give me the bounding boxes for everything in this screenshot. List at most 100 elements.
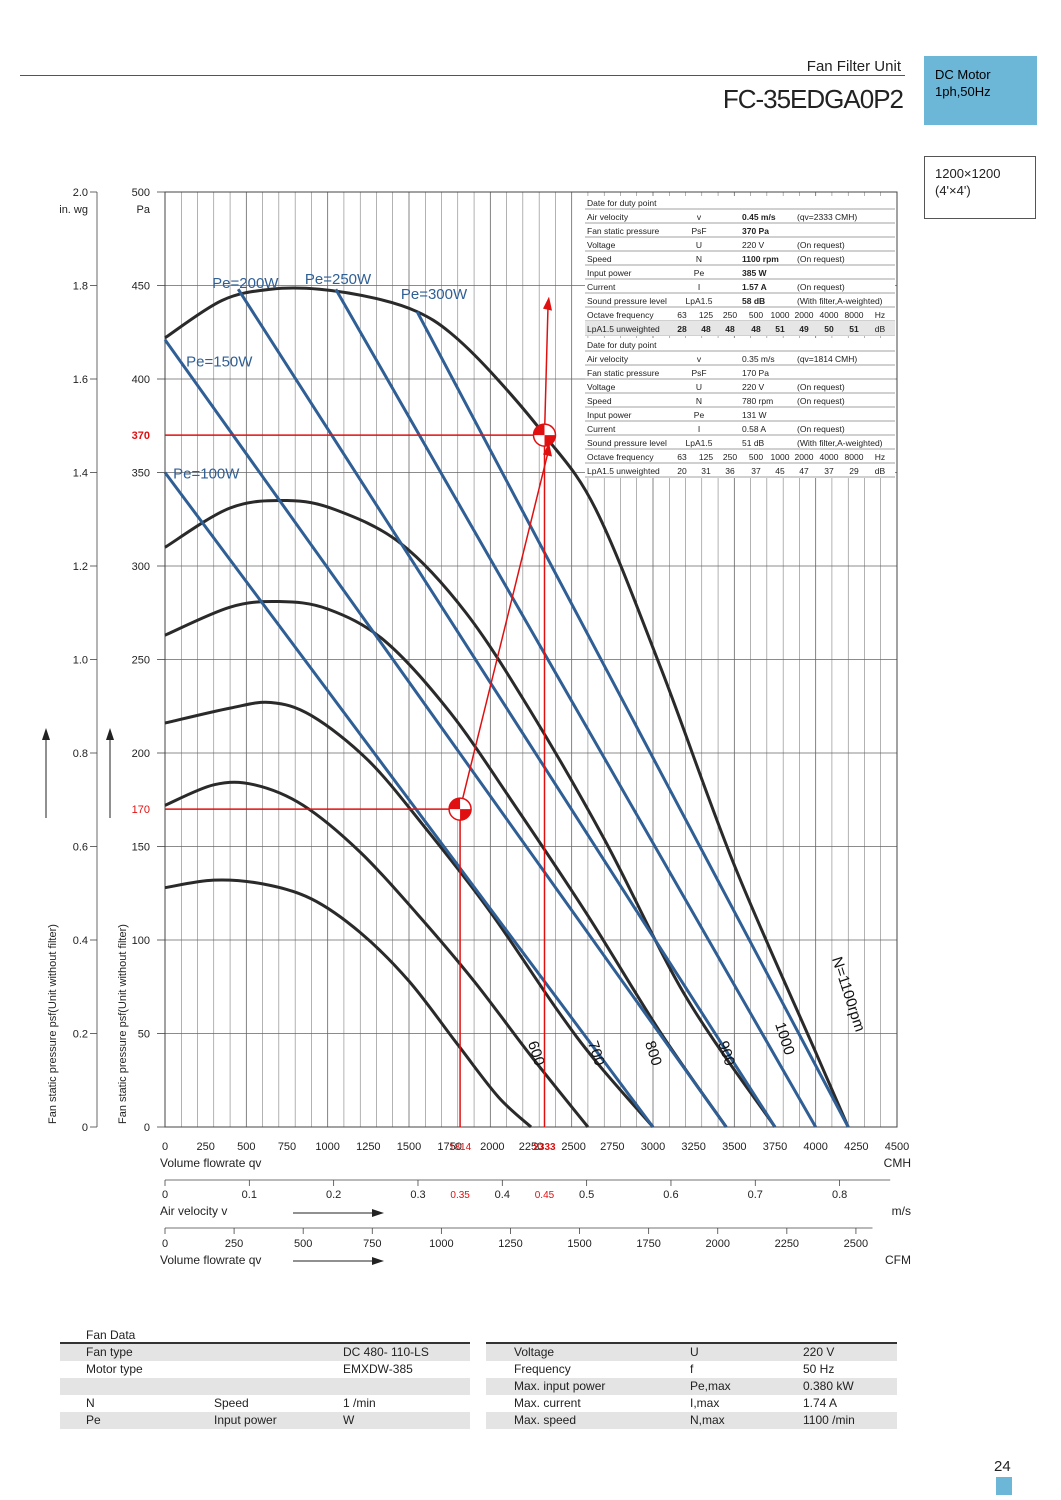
duty-row-value: 220 V <box>742 382 765 392</box>
cfm-tick-label: 2250 <box>775 1238 799 1250</box>
duty-row-note: (On request) <box>797 396 845 406</box>
unweighted-value: 36 <box>725 466 735 476</box>
duty-row-symbol: v <box>697 354 702 364</box>
motor-badge-line2: 1ph,50Hz <box>935 84 991 99</box>
y-tick-label-pa: 250 <box>132 655 150 667</box>
duty-row-symbol: PsF <box>691 368 706 378</box>
y-axis-title-pa: Fan static pressure psf(Unit without fil… <box>117 924 129 1124</box>
fan-data-right-key: Max. current <box>514 1396 581 1410</box>
motor-badge: DC Motor 1ph,50Hz <box>924 56 1037 125</box>
octave-value: 63 <box>677 452 687 462</box>
duty-row-symbol: N <box>696 254 702 264</box>
duty-row-value: 0.58 A <box>742 424 766 434</box>
duty-pressure-label: 370 <box>132 430 150 442</box>
duty-row-note: (On request) <box>797 424 845 434</box>
duty-row-note: (On request) <box>797 240 845 250</box>
duty-row-symbol: I <box>698 282 700 292</box>
fan-data-right-value: 1.74 A <box>803 1396 838 1410</box>
duty-row-symbol: v <box>697 212 702 222</box>
duty-row-symbol: I <box>698 424 700 434</box>
speed-curve-600 <box>164 878 533 1129</box>
octave-value: 8000 <box>845 452 864 462</box>
octave-value: 125 <box>699 452 713 462</box>
velocity-axis-unit: m/s <box>892 1204 911 1218</box>
x-tick-label: 2500 <box>561 1141 585 1153</box>
unweighted-value: 29 <box>849 466 859 476</box>
unweighted-row-bg <box>585 321 895 335</box>
cfm-tick-label: 2500 <box>844 1238 868 1250</box>
fan-data-right-row <box>486 1412 897 1429</box>
cfm-tick-label: 1500 <box>567 1238 591 1250</box>
unweighted-value: 49 <box>799 324 809 334</box>
duty-row-note: (On request) <box>797 282 845 292</box>
cfm-tick-label: 1250 <box>498 1238 522 1250</box>
unweighted-value: 48 <box>701 324 711 334</box>
duty-row-symbol: U <box>696 240 702 250</box>
model-title: FC-35EDGA0P2 <box>722 84 904 114</box>
speed-curve-label: 800 <box>641 1039 665 1068</box>
unweighted-value: 20 <box>677 466 687 476</box>
fan-data-left-key: Fan type <box>86 1345 133 1359</box>
fan-performance-chart: 050100150200250300350400450500Pa00.20.40… <box>42 187 911 1267</box>
x-tick-label: 0 <box>162 1141 168 1153</box>
duty-row-name: Voltage <box>587 240 616 250</box>
power-line-label: Pe=250W <box>305 271 372 288</box>
fan-data-left-value: W <box>343 1413 355 1427</box>
cfm-tick-label: 750 <box>363 1238 381 1250</box>
fan-data-rule-top-right <box>486 1342 897 1344</box>
duty-row-name: Voltage <box>587 382 616 392</box>
octave-value: Hz <box>875 310 885 320</box>
velocity-tick-label: 0.7 <box>748 1189 763 1201</box>
duty-table-bg <box>585 338 895 478</box>
duty-row-symbol: N <box>696 396 702 406</box>
fan-data-left-desc: Input power <box>214 1413 277 1427</box>
fan-data-left-row <box>60 1361 470 1378</box>
fan-data-rule-top-left <box>60 1342 470 1344</box>
y-tick-label-inwg: 1.4 <box>73 468 88 480</box>
duty-row-name: Fan static pressure <box>587 368 660 378</box>
y-tick-label-pa: 350 <box>132 468 150 480</box>
fan-data-left-row <box>60 1378 470 1395</box>
octave-value: 125 <box>699 310 713 320</box>
unweighted-value: 47 <box>799 466 809 476</box>
duty-row-name: Sound pressure level <box>587 296 667 306</box>
fan-data-right-symbol: f <box>690 1362 694 1376</box>
x-tick-label: 2750 <box>600 1141 624 1153</box>
duty-row-name: Fan static pressure <box>587 226 660 236</box>
y-tick-label-pa: 500 <box>132 187 150 199</box>
fan-data-right-symbol: Pe,max <box>690 1379 731 1393</box>
duty-row-value: 0.35 m/s <box>742 354 775 364</box>
duty-row-note: (qv=1814 CMH) <box>797 354 857 364</box>
header-rule <box>20 75 905 76</box>
y-tick-label-inwg: 1.6 <box>73 374 88 386</box>
y-axis-arrow-head <box>106 728 114 740</box>
octave-value: 250 <box>723 310 737 320</box>
velocity-axis-title: Air velocity v <box>160 1204 227 1218</box>
fan-data-right-key: Voltage <box>514 1345 555 1359</box>
duty-row-value: 0.45 m/s <box>742 212 776 222</box>
duty-row-value: 1.57 A <box>742 282 767 292</box>
duty-row-name: Sound pressure level <box>587 438 667 448</box>
x-tick-label: 2250 <box>519 1141 543 1153</box>
x-tick-label: 3000 <box>641 1141 665 1153</box>
x-tick-label: 1000 <box>315 1141 339 1153</box>
x-tick-label: 4500 <box>885 1141 909 1153</box>
fan-data-left-desc: Speed <box>214 1396 249 1410</box>
fan-data-left-row <box>60 1395 470 1412</box>
fan-data-left-row <box>60 1344 470 1361</box>
fan-data-right-value: 220 V <box>803 1345 835 1359</box>
duty-row-name: Air velocity <box>587 212 629 222</box>
velocity-tick-label: 0.5 <box>579 1189 594 1201</box>
octave-label: Octave frequency <box>587 452 654 462</box>
velocity-tick-label: 0.4 <box>495 1189 510 1201</box>
fan-data-right-key: Frequency <box>514 1362 571 1376</box>
product-line: Fan Filter Unit <box>806 58 901 75</box>
fan-data-left-key: Motor type <box>86 1362 143 1376</box>
duty-point-quadrant <box>449 798 461 810</box>
duty-point-quadrant <box>533 424 545 436</box>
y-tick-label-inwg: 0 <box>82 1122 88 1134</box>
velocity-tick-label: 0.6 <box>663 1189 678 1201</box>
velocity-arrow-head <box>372 1209 384 1217</box>
duty-row-note: (With filter,A-weighted) <box>797 296 883 306</box>
fan-data-right-row <box>486 1395 897 1412</box>
